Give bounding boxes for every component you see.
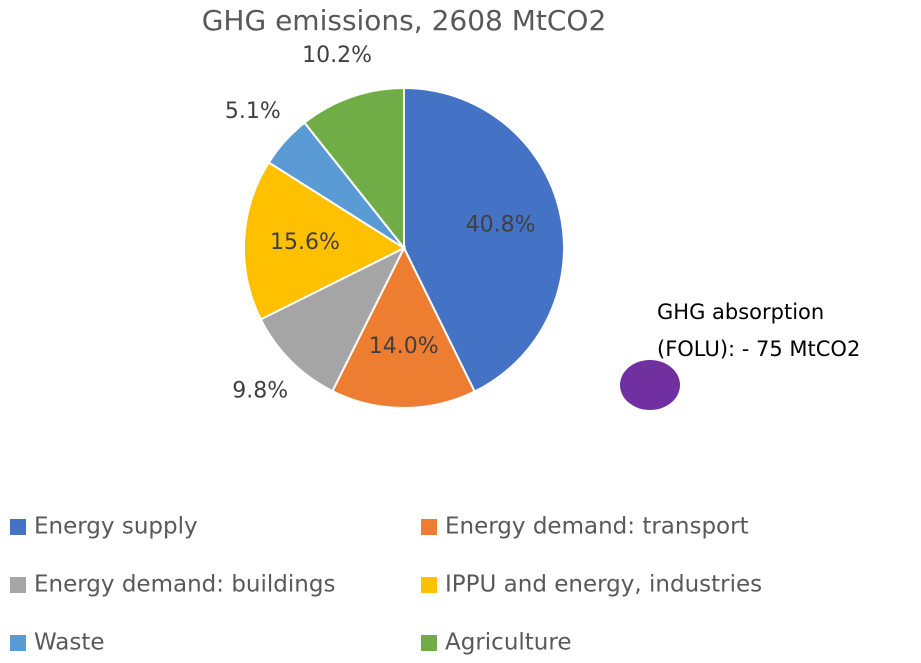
pie-slice xyxy=(259,245,407,393)
legend-label: IPPU and energy, industries xyxy=(445,572,762,598)
annotation-text: (FOLU): - 75 MtCO2 xyxy=(657,337,860,361)
annotation-marker xyxy=(620,360,680,410)
pie-slice xyxy=(331,245,476,409)
pie-slice xyxy=(243,161,407,321)
legend-swatch xyxy=(421,577,437,593)
legend-swatch xyxy=(10,519,26,535)
legend-label: Agriculture xyxy=(445,630,572,656)
legend-swatch xyxy=(421,635,437,651)
data-label: 10.2% xyxy=(302,43,372,68)
annotation-text: GHG absorption xyxy=(657,300,824,324)
data-label: 9.8% xyxy=(232,379,288,404)
legend-label: Energy demand: transport xyxy=(445,514,749,540)
legend-label: Waste xyxy=(34,630,105,656)
legend-label: Energy supply xyxy=(34,514,198,540)
legend-swatch xyxy=(10,635,26,651)
chart-title: GHG emissions, 2608 MtCO2 xyxy=(202,4,607,37)
data-label: 14.0% xyxy=(369,334,439,359)
data-label: 40.8% xyxy=(466,213,536,238)
data-label: 15.6% xyxy=(270,230,340,255)
pie-slice xyxy=(403,86,565,393)
legend-swatch xyxy=(10,577,26,593)
pie-slice xyxy=(303,86,405,251)
data-label: 5.1% xyxy=(225,99,281,124)
legend-label: Energy demand: buildings xyxy=(34,572,335,598)
legend-swatch xyxy=(421,519,437,535)
